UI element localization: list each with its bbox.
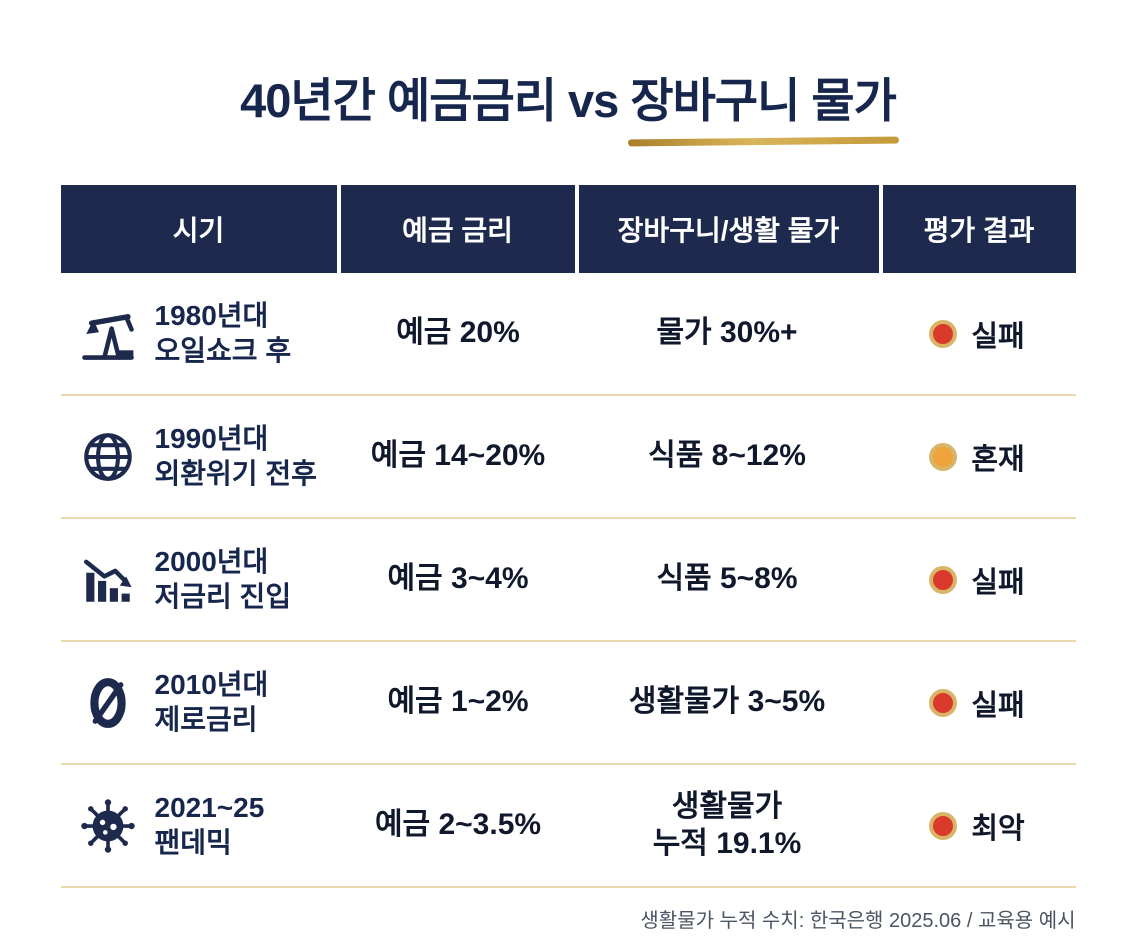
header-living-cost: 장바구니/생활 물가 xyxy=(578,185,879,273)
deposit-rate-value: 예금 1~2% xyxy=(387,685,529,719)
result-label: 실패 xyxy=(971,320,1025,353)
living-cost-value: 물가 30%+ xyxy=(656,316,798,350)
table-row: 2010년대 제로금리 예금 1~2% 생활물가 3~5% 실패 xyxy=(60,642,1076,765)
header-deposit-rate: 예금 금리 xyxy=(340,185,575,273)
period-cell: 2000년대 저금리 진입 xyxy=(61,545,341,613)
result-label: 실패 xyxy=(971,566,1025,599)
title-prefix: 40년간 예금금리 vs xyxy=(240,74,619,127)
living-cost-value: 식품 5~8% xyxy=(656,562,798,596)
virus-icon xyxy=(77,797,139,855)
period-label: 2000년대 저금리 진입 xyxy=(154,546,292,612)
living-cost-value: 생활물가 누적 19.1% xyxy=(652,789,802,860)
result-label: 최악 xyxy=(971,812,1025,845)
zero-icon xyxy=(77,674,139,732)
period-label: 1980년대 오일쇼크 후 xyxy=(154,300,292,366)
globe-icon xyxy=(77,428,139,486)
period-label: 1990년대 외환위기 전후 xyxy=(154,423,317,489)
status-dot xyxy=(929,319,958,348)
header-period: 시기 xyxy=(60,185,337,273)
living-cost-value: 식품 8~12% xyxy=(648,439,806,473)
deposit-rate-value: 예금 3~4% xyxy=(387,562,529,596)
table-body: 1980년대 오일쇼크 후 예금 20% 물가 30%+ 실패 1990년대 외… xyxy=(60,273,1076,888)
result-cell: 최악 xyxy=(879,805,1076,847)
period-cell: 2021~25 팬데믹 xyxy=(61,791,341,859)
status-dot xyxy=(929,442,958,471)
result-cell: 실패 xyxy=(879,313,1076,355)
comparison-table: 시기 예금 금리 장바구니/생활 물가 평가 결과 1980년대 오일쇼크 후 … xyxy=(60,185,1076,888)
source-note: 생활물가 누적 수치: 한국은행 2025.06 / 교육용 예시 xyxy=(640,910,1076,932)
deposit-rate-value: 예금 14~20% xyxy=(370,439,546,473)
status-dot xyxy=(929,565,958,594)
header-result: 평가 결과 xyxy=(882,185,1076,273)
table-header: 시기 예금 금리 장바구니/생활 물가 평가 결과 xyxy=(60,185,1076,273)
period-label: 2010년대 제로금리 xyxy=(154,669,269,735)
deposit-rate-value: 예금 2~3.5% xyxy=(374,808,542,842)
period-cell: 2010년대 제로금리 xyxy=(61,668,341,736)
result-cell: 실패 xyxy=(879,682,1076,724)
period-cell: 1990년대 외환위기 전후 xyxy=(61,422,341,490)
result-label: 실패 xyxy=(971,689,1025,722)
result-cell: 혼재 xyxy=(879,436,1076,478)
result-label: 혼재 xyxy=(971,443,1025,476)
table-row: 1980년대 오일쇼크 후 예금 20% 물가 30%+ 실패 xyxy=(60,273,1076,396)
period-label: 2021~25 팬데믹 xyxy=(154,792,265,858)
living-cost-value: 생활물가 3~5% xyxy=(628,685,826,719)
period-cell: 1980년대 오일쇼크 후 xyxy=(61,299,341,367)
title-highlight: 장바구니 물가 xyxy=(630,62,896,131)
status-dot xyxy=(929,688,958,717)
result-cell: 실패 xyxy=(879,559,1076,601)
table-row: 2000년대 저금리 진입 예금 3~4% 식품 5~8% 실패 xyxy=(60,519,1076,642)
table-row: 2021~25 팬데믹 예금 2~3.5% 생활물가 누적 19.1% 최악 xyxy=(60,765,1076,888)
page-title: 40년간 예금금리 vs 장바구니 물가 xyxy=(0,62,1136,131)
declining-chart-icon xyxy=(77,551,139,609)
oil-pump-icon xyxy=(77,305,139,363)
table-row: 1990년대 외환위기 전후 예금 14~20% 식품 8~12% 혼재 xyxy=(60,396,1076,519)
deposit-rate-value: 예금 20% xyxy=(396,316,520,350)
status-dot xyxy=(929,811,958,840)
